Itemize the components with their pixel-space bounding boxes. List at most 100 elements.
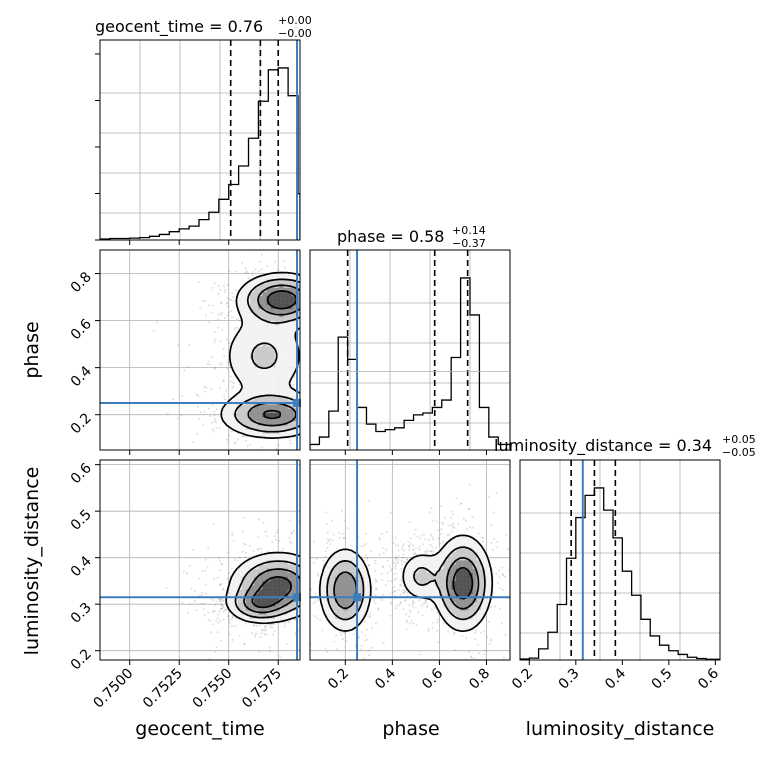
luminosity_distance_vs_phase-density-cell — [330, 605, 336, 611]
phase_vs_geocent_time-density-cell — [262, 420, 268, 426]
luminosity_distance_vs_phase-sample-706 — [500, 622, 503, 625]
luminosity_distance_vs_phase-sample-771 — [477, 532, 480, 535]
phase_vs_geocent_time-density-cell — [283, 416, 288, 422]
phase_vs_geocent_time-sample-173 — [345, 300, 347, 302]
luminosity_distance_vs_geocent_time-density-cell — [279, 576, 284, 582]
phase_vs_geocent_time-sample-607 — [197, 405, 200, 408]
phase_vs_geocent_time-sample-653 — [252, 271, 255, 273]
phase_vs_geocent_time-sample-368 — [233, 328, 236, 331]
luminosity_distance_vs_phase-density-cell — [476, 618, 482, 623]
luminosity_distance_vs_phase-density-cell — [472, 539, 478, 544]
phase_vs_geocent_time-density-cell — [279, 370, 284, 376]
phase_vs_geocent_time-sample-176 — [288, 439, 291, 442]
phase_vs_geocent_time-density-cell — [279, 412, 284, 418]
luminosity_distance_vs_phase-sample-715 — [465, 527, 468, 530]
phase_vs_geocent_time-sample-36 — [388, 284, 390, 286]
luminosity_distance_vs_phase-sample-40 — [397, 549, 400, 552]
luminosity_distance_vs_phase-density-cell — [485, 572, 490, 578]
luminosity_distance_vs_phase-sample-691 — [495, 572, 498, 575]
luminosity_distance_vs_phase-density-cell — [464, 580, 469, 586]
phase_vs_geocent_time-density-cell — [270, 316, 276, 322]
phase_vs_geocent_time-density-cell — [258, 283, 263, 288]
luminosity_distance_vs_phase-density-cell — [322, 601, 328, 607]
luminosity_distance_vs_geocent_time-sample-375 — [253, 624, 256, 627]
luminosity_distance_vs_geocent_time-density-cell — [291, 572, 297, 578]
phase_vs_geocent_time-density-cell — [279, 291, 284, 297]
luminosity_distance_vs_geocent_time-sample-76 — [193, 590, 196, 592]
luminosity_distance_vs_geocent_time-contour-0 — [225, 551, 300, 625]
luminosity_distance_vs_geocent_time-sample-412 — [242, 517, 245, 519]
luminosity_distance_vs_geocent_time-density-cell — [291, 576, 297, 582]
luminosity_distance_vs_phase-sample-489 — [326, 546, 329, 549]
luminosity_distance_vs_phase-density-cell — [335, 551, 340, 557]
luminosity_distance_vs_phase-density-cell — [435, 560, 440, 565]
phase_vs_geocent_time-density-cell — [241, 362, 247, 368]
luminosity_distance_vs_geocent_time-sample-784 — [290, 542, 293, 545]
luminosity_distance_vs_geocent_time-sample-566 — [219, 619, 222, 622]
phase_vs_geocent_time-sample-760 — [323, 352, 325, 354]
luminosity_distance_vs_phase-density-cell — [330, 560, 336, 565]
luminosity_distance_vs_phase-density-cell — [343, 597, 348, 603]
luminosity_distance_vs_geocent_time-xtick-label-3: 0.7575 — [239, 666, 285, 712]
luminosity_distance_vs_phase-density-cell — [476, 551, 482, 557]
luminosity_distance_vs_geocent_time-frame — [99, 459, 301, 661]
luminosity_distance_vs_phase-density-cell — [485, 564, 490, 569]
luminosity_distance_vs_phase-sample-267 — [389, 592, 391, 595]
luminosity_distance_vs_phase-density-cell — [418, 564, 423, 569]
phase_vs_geocent_time-density-cell — [266, 337, 272, 343]
luminosity_distance_vs_phase-sample-739 — [424, 602, 426, 605]
luminosity_distance_vs_geocent_time-density-cell — [291, 555, 297, 561]
phase_vs_geocent_time-sample-421 — [315, 299, 317, 301]
luminosity_distance_vs_phase-density-cell — [343, 585, 348, 590]
luminosity_distance_vs_geocent_time-density-cell — [237, 568, 243, 573]
phase_vs_geocent_time-density-cell — [262, 283, 268, 288]
phase_vs_geocent_time-density-cell — [283, 350, 288, 355]
phase_vs_geocent_time-sample-345 — [312, 282, 314, 284]
luminosity_distance_vs_geocent_time-sample-551 — [268, 650, 271, 653]
phase_vs_geocent_time-sample-306 — [314, 438, 316, 440]
phase_vs_geocent_time-density-cell — [283, 362, 288, 368]
panel-hist-phase — [309, 249, 511, 455]
luminosity_distance_vs_phase-density-cell — [364, 572, 369, 578]
luminosity_distance_vs_phase-sample-216 — [357, 637, 360, 640]
phase_vs_geocent_time-sample-530 — [208, 360, 211, 363]
luminosity_distance_vs_geocent_time-density-cell — [237, 597, 243, 603]
luminosity_distance_vs_phase-sample-316 — [474, 638, 477, 641]
phase_vs_geocent_time-sample-612 — [225, 389, 228, 392]
luminosity_distance_vs_geocent_time-sample-486 — [228, 618, 231, 621]
phase_vs_geocent_time-density-cell — [245, 325, 251, 330]
phase_vs_geocent_time-density-cell — [287, 420, 293, 426]
phase_vs_geocent_time-density-cell — [262, 383, 268, 388]
phase_vs_geocent_time-density-cell — [291, 312, 297, 318]
phase_vs_geocent_time-density-cell — [283, 429, 288, 434]
luminosity_distance_vs_phase-sample-393 — [340, 633, 343, 636]
luminosity_distance_vs_geocent_time-sample-673 — [226, 577, 229, 580]
phase_vs_geocent_time-density-cell — [279, 295, 284, 301]
luminosity_distance_vs_phase-sample-140 — [457, 522, 459, 525]
luminosity_distance_vs_geocent_time-contour-3 — [251, 575, 293, 609]
luminosity_distance_vs_phase-sample-209 — [501, 573, 504, 575]
phase_vs_geocent_time-sample-3 — [215, 427, 218, 430]
luminosity_distance_vs_phase-sample-636 — [413, 533, 416, 536]
luminosity_distance_vs_phase-density-cell — [326, 580, 332, 586]
phase_vs_geocent_time-sample-435 — [232, 385, 235, 388]
luminosity_distance_vs_phase-sample-594 — [289, 632, 291, 634]
luminosity_distance_vs_geocent_time-sample-529 — [307, 604, 309, 606]
luminosity_distance_vs_phase-sample-640 — [401, 570, 404, 573]
luminosity_distance_vs_phase-sample-852 — [312, 540, 315, 543]
luminosity_distance_vs_geocent_time-density-cell — [291, 610, 297, 615]
phase_vs_geocent_time-sample-667 — [212, 430, 215, 433]
phase_vs_geocent_time-sample-12 — [283, 260, 286, 263]
phase_vs_geocent_time-density-cell — [266, 333, 272, 338]
luminosity_distance_vs_phase-density-cell — [335, 585, 340, 590]
phase_vs_geocent_time-density-cell — [279, 304, 284, 309]
luminosity_distance_vs_phase-density-cell — [418, 580, 423, 586]
phase_vs_geocent_time-density-cell — [250, 300, 255, 305]
luminosity_distance_vs_phase-density-cell — [347, 601, 353, 607]
luminosity_distance_vs_phase-density-cell — [426, 572, 432, 578]
phase_vs_geocent_time-sample-370 — [305, 289, 307, 291]
luminosity_distance_vs_phase-density-cell — [343, 568, 348, 573]
luminosity_distance_vs_geocent_time-sample-732 — [238, 556, 241, 559]
luminosity_distance_vs_phase-sample-45 — [490, 639, 492, 642]
luminosity_distance_vs_phase-density-cell — [455, 622, 461, 628]
